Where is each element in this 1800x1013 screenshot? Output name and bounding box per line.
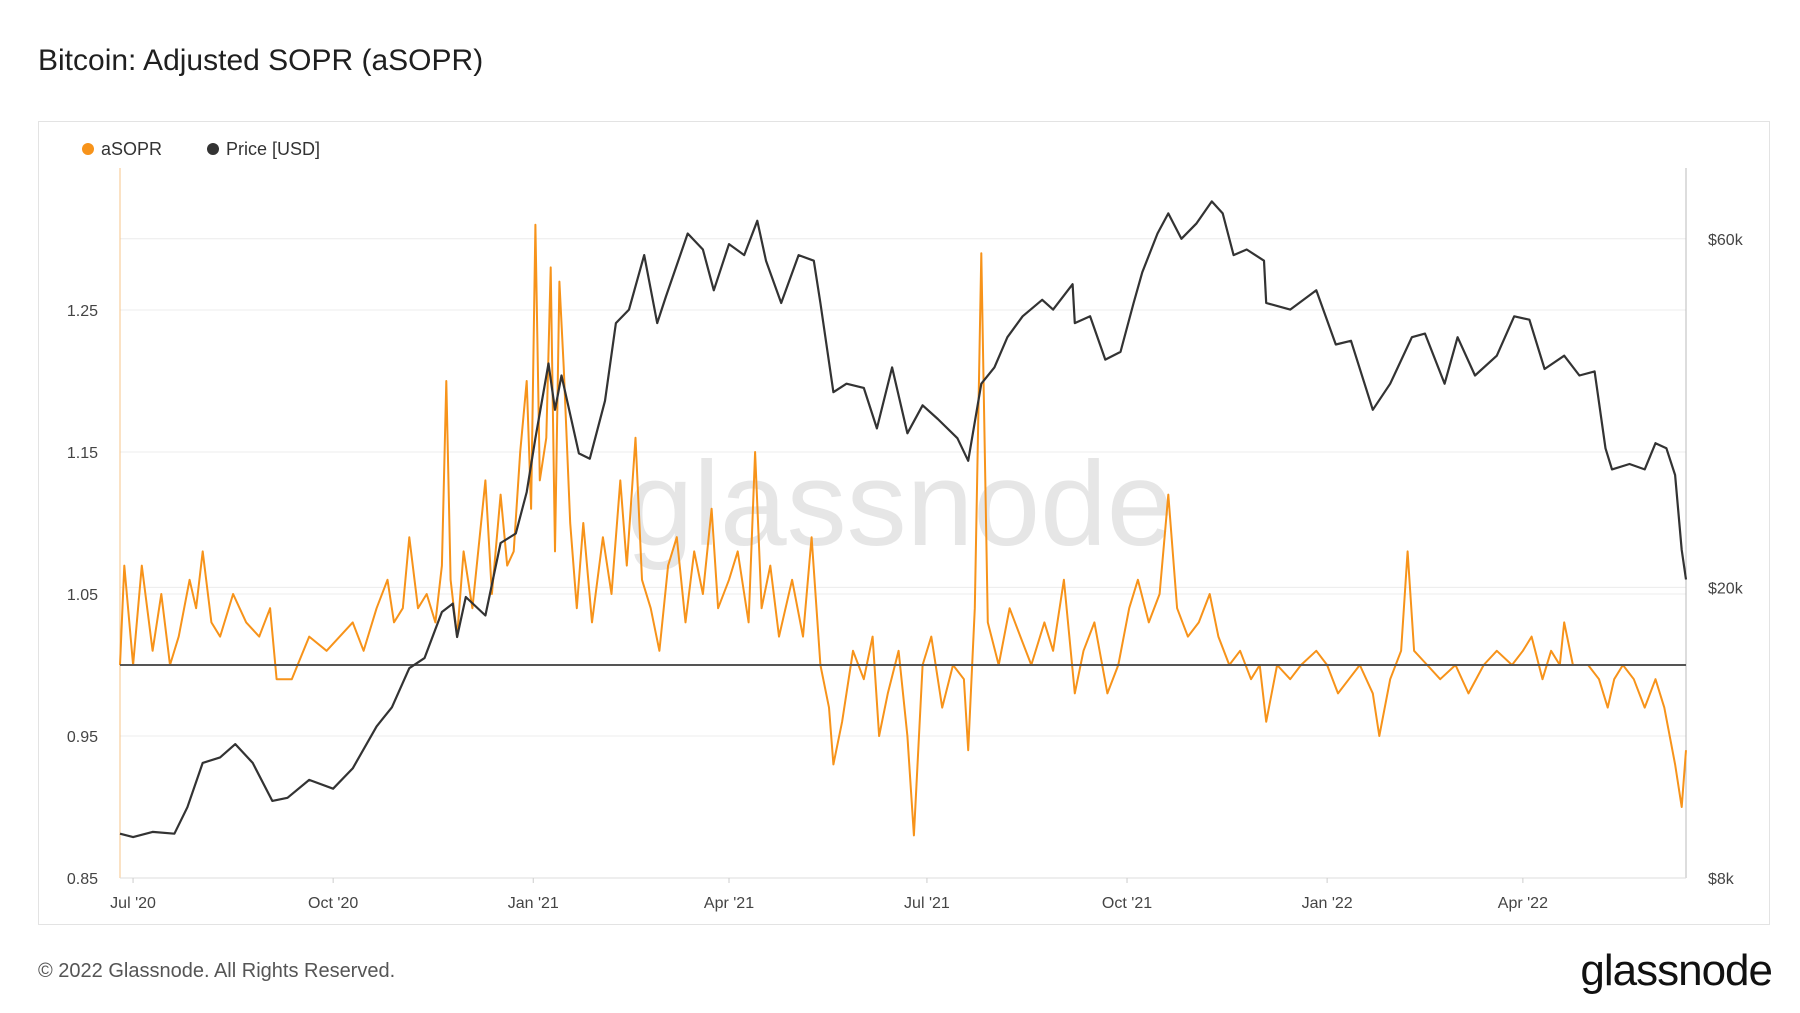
- x-tick-label: Oct '20: [308, 895, 358, 912]
- y-left-tick-label: 1.25: [67, 303, 98, 320]
- y-left-tick-label: 1.05: [67, 587, 98, 604]
- y-left-tick-label: 0.85: [67, 871, 98, 888]
- brand-logo[interactable]: glassnode: [1580, 946, 1773, 995]
- legend: aSOPR Price [USD]: [82, 139, 320, 159]
- y-left-tick-label: 1.15: [67, 445, 98, 462]
- x-tick-label: Oct '21: [1102, 895, 1152, 912]
- chart-frame: [38, 121, 1770, 925]
- legend-item-asopr[interactable]: aSOPR: [82, 139, 162, 159]
- axes: 0.85 0.95 1.05 1.15 1.25 $8k $20k $60k Jul '20 Oc…: [67, 168, 1744, 912]
- page-title: Bitcoin: Adjusted SOPR (aSOPR): [38, 44, 484, 77]
- x-tick-label: Apr '21: [704, 895, 754, 912]
- copyright-footer: © 2022 Glassnode. All Rights Reserved.: [38, 960, 396, 982]
- legend-dot-price: [207, 143, 219, 155]
- y-right-tick-label: $20k: [1708, 580, 1744, 597]
- x-tick-label: Jul '20: [110, 895, 156, 912]
- legend-item-price[interactable]: Price [USD]: [207, 139, 320, 159]
- watermark: glassnode: [626, 437, 1173, 571]
- price-line: [119, 200, 1688, 839]
- y-right-tick-label: $60k: [1708, 232, 1744, 249]
- x-tick-label: Jul '21: [904, 895, 950, 912]
- x-tick-label: Apr '22: [1498, 895, 1548, 912]
- x-tick-label: Jan '22: [1302, 895, 1353, 912]
- asopr-line: [119, 223, 1687, 837]
- legend-label-asopr: aSOPR: [101, 139, 162, 159]
- series-layer: [119, 200, 1688, 839]
- legend-label-price: Price [USD]: [226, 139, 320, 159]
- y-left-tick-label: 0.95: [67, 729, 98, 746]
- y-right-tick-label: $8k: [1708, 871, 1735, 888]
- legend-dot-asopr: [82, 143, 94, 155]
- x-tick-label: Jan '21: [508, 895, 559, 912]
